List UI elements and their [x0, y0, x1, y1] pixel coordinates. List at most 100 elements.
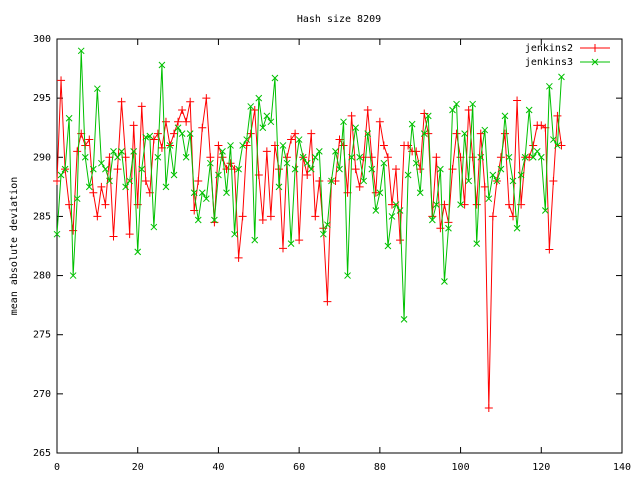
data-point [113, 165, 122, 174]
data-point [480, 182, 489, 191]
data-point [178, 130, 186, 137]
data-point [263, 112, 271, 120]
data-point [311, 153, 319, 161]
data-point [360, 177, 368, 185]
data-point [234, 253, 243, 262]
data-point [416, 165, 425, 174]
data-point [93, 212, 102, 221]
data-point [125, 230, 134, 239]
data-point [271, 74, 279, 82]
data-point [449, 106, 456, 114]
data-point [307, 165, 315, 173]
data-point [457, 201, 464, 208]
data-point [274, 165, 283, 174]
data-point [130, 148, 138, 155]
data-point [161, 117, 170, 126]
plot-frame [56, 38, 623, 454]
x-tick-label: 80 [374, 462, 386, 473]
data-point [437, 165, 444, 173]
data-point [324, 221, 331, 229]
data-point [142, 133, 150, 141]
data-point [364, 130, 372, 137]
data-point [149, 135, 158, 144]
data-point [178, 105, 187, 114]
data-point [453, 100, 460, 108]
data-point [307, 129, 316, 138]
data-point [517, 171, 525, 179]
data-point [336, 165, 343, 173]
data-point [73, 195, 81, 203]
data-point [497, 165, 505, 173]
data-point [186, 130, 194, 137]
data-point [380, 159, 388, 167]
data-point [436, 224, 445, 233]
data-point [359, 153, 368, 162]
data-point [267, 118, 275, 126]
data-point [182, 153, 190, 161]
data-point [154, 153, 162, 161]
data-point [121, 153, 130, 162]
data-point [202, 195, 210, 203]
x-tick-label: 20 [132, 462, 144, 473]
data-point [383, 153, 392, 162]
data-point [368, 165, 376, 173]
data-point [170, 129, 179, 138]
data-point [53, 176, 61, 185]
data-point [501, 112, 509, 120]
data-point [250, 105, 259, 114]
data-point [291, 165, 299, 173]
data-point [89, 165, 97, 173]
data-point [537, 121, 546, 130]
data-point [214, 141, 223, 150]
data-point [226, 159, 235, 168]
series-line [56, 50, 562, 320]
data-point [117, 97, 126, 106]
data-point [227, 142, 234, 149]
data-point [355, 182, 364, 191]
data-point [525, 106, 533, 114]
data-point [141, 176, 150, 185]
data-point [110, 148, 117, 155]
data-point [392, 165, 400, 174]
data-point [550, 136, 557, 143]
data-point [98, 159, 105, 167]
data-point [150, 223, 158, 231]
data-point [259, 124, 267, 132]
data-point [537, 153, 545, 161]
data-point [546, 82, 553, 90]
y-tick-label: 290 [33, 152, 51, 163]
data-point [529, 141, 538, 150]
data-point [166, 142, 174, 149]
x-tick-label: 120 [532, 462, 550, 473]
data-point [73, 147, 82, 156]
data-point [146, 132, 154, 140]
data-point [352, 124, 359, 132]
data-point [344, 272, 351, 279]
data-point [384, 242, 392, 250]
data-point [283, 159, 291, 167]
data-point [53, 230, 61, 238]
chart-title: Hash size 8209 [297, 14, 381, 25]
data-point [101, 200, 110, 209]
data-point [404, 171, 412, 179]
data-point [138, 165, 146, 173]
data-point [69, 272, 77, 279]
data-point [215, 171, 222, 179]
x-tick-label: 140 [613, 462, 631, 473]
data-point [190, 189, 198, 197]
data-point [102, 165, 109, 173]
data-point [424, 112, 432, 120]
data-point [476, 129, 485, 138]
data-point [367, 153, 376, 162]
data-point [472, 200, 481, 209]
data-point [529, 153, 537, 161]
data-point [320, 230, 327, 238]
data-point [484, 404, 493, 413]
data-point [557, 141, 566, 150]
data-point [420, 130, 428, 137]
data-point [239, 142, 246, 149]
data-point [106, 177, 113, 185]
data-point [170, 171, 178, 179]
data-point [287, 135, 296, 144]
